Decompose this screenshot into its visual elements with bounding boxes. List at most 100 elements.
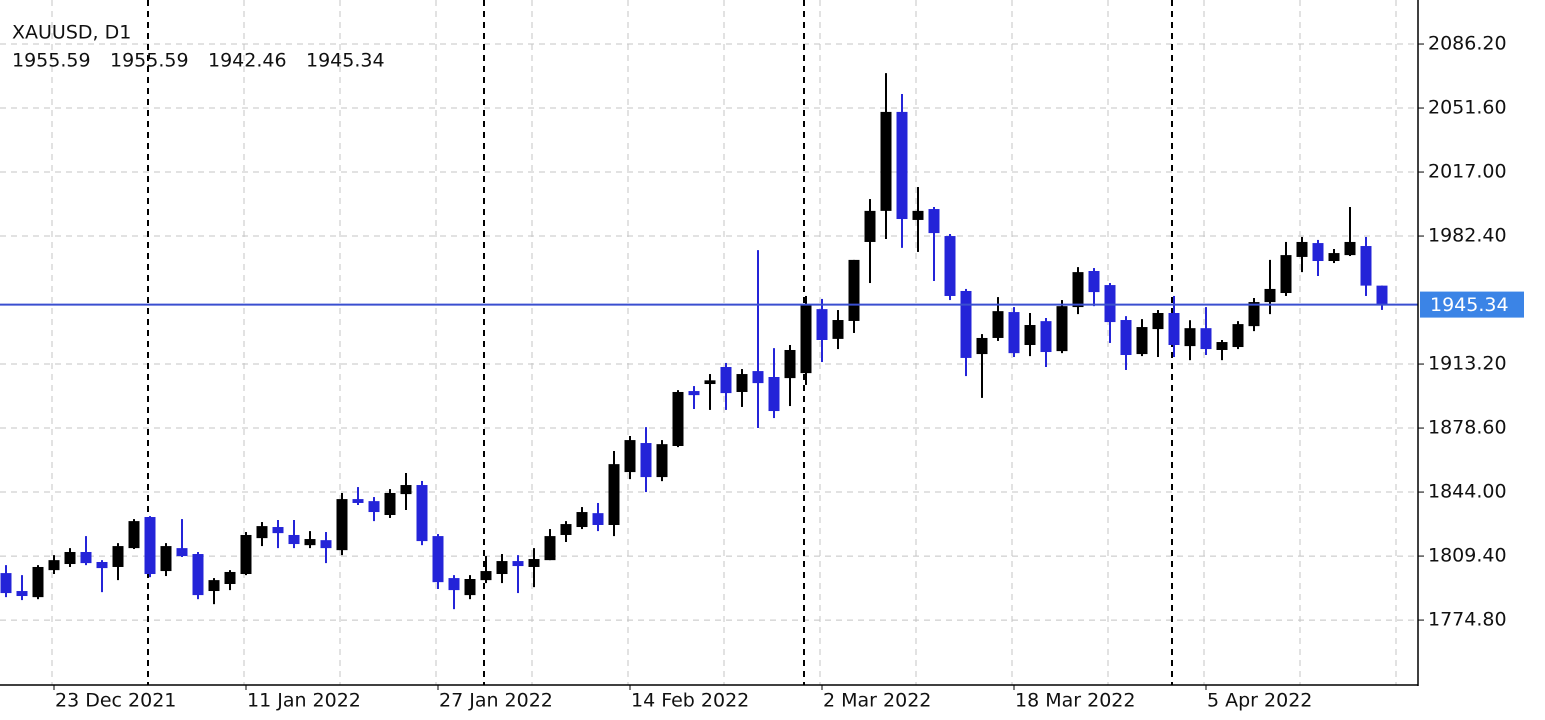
header-close: 1945.34 xyxy=(306,50,385,72)
candle-body xyxy=(896,111,908,220)
candle-body xyxy=(1056,306,1068,352)
candle-body xyxy=(1328,253,1340,262)
candle-body xyxy=(368,501,380,513)
x-tick-label: 27 Jan 2022 xyxy=(439,690,553,712)
price-label: 1945.34 xyxy=(1430,294,1509,316)
candle-body xyxy=(480,571,492,581)
candle-body xyxy=(352,499,364,503)
candle-body xyxy=(688,391,700,396)
header-low: 1942.46 xyxy=(208,50,287,72)
candle-body xyxy=(512,561,524,567)
y-tick-label: 2086.20 xyxy=(1428,33,1507,55)
candle-body xyxy=(576,512,588,528)
candle-body xyxy=(752,371,764,384)
candle-body xyxy=(832,320,844,339)
candle-body xyxy=(80,551,92,564)
candle-body xyxy=(864,210,876,242)
candle-body xyxy=(160,546,172,572)
candle-body xyxy=(624,440,636,473)
header-high: 1955.59 xyxy=(110,50,189,72)
horizontal-grid xyxy=(0,43,1418,621)
candle-body xyxy=(544,536,556,561)
candles xyxy=(0,73,1388,610)
candle-body xyxy=(336,499,348,551)
candle-body xyxy=(640,443,652,478)
candle-body xyxy=(608,464,620,525)
x-tick-label: 14 Feb 2022 xyxy=(631,690,749,712)
x-tick-label: 18 Mar 2022 xyxy=(1015,690,1135,712)
x-tick-label: 5 Apr 2022 xyxy=(1207,690,1312,712)
candle-body xyxy=(1344,241,1356,256)
candle-body xyxy=(416,485,428,542)
price-label-box xyxy=(1420,291,1524,318)
candle-body xyxy=(1200,328,1212,350)
y-tick-label: 1809.40 xyxy=(1428,545,1507,567)
candle-body xyxy=(880,111,892,211)
candle-body xyxy=(992,311,1004,338)
candle-body xyxy=(240,534,252,575)
candle-body xyxy=(768,376,780,412)
chart-title: XAUUSD, D1 xyxy=(12,22,131,44)
overlay: 1945.34 xyxy=(0,291,1524,318)
candle-body xyxy=(1040,321,1052,353)
y-tick-label: 2017.00 xyxy=(1428,161,1507,183)
candle-body xyxy=(1152,312,1164,330)
candle-body xyxy=(208,580,220,592)
y-tick-label: 2051.60 xyxy=(1428,97,1507,119)
candle-body xyxy=(1024,325,1036,345)
candle-body xyxy=(320,540,332,549)
candle-body xyxy=(400,485,412,495)
candle-body xyxy=(112,546,124,567)
candle-body xyxy=(1104,285,1116,323)
candle-body xyxy=(1264,288,1276,303)
candle-body xyxy=(816,309,828,341)
candle-body xyxy=(1120,320,1132,355)
candle-body xyxy=(304,539,316,546)
x-tick-label: 23 Dec 2021 xyxy=(55,690,176,712)
header-open: 1955.59 xyxy=(12,50,91,72)
candle-body xyxy=(656,444,668,478)
y-tick-label: 1844.00 xyxy=(1428,481,1507,503)
candle-body xyxy=(960,290,972,358)
candle-body xyxy=(224,571,236,584)
candle-body xyxy=(16,591,28,597)
y-tick-label: 1913.20 xyxy=(1428,353,1507,375)
candle-body xyxy=(528,559,540,567)
candle-body xyxy=(704,380,716,385)
y-tick-label: 1982.40 xyxy=(1428,225,1507,247)
candle-body xyxy=(256,526,268,539)
candle-body xyxy=(848,259,860,321)
candle-body xyxy=(560,524,572,535)
candle-body xyxy=(1184,328,1196,347)
candle-body xyxy=(912,210,924,220)
candle-body xyxy=(720,367,732,394)
candle-body xyxy=(944,236,956,296)
candle-body xyxy=(0,573,12,594)
candle-body xyxy=(672,391,684,446)
candle-body xyxy=(448,578,460,591)
candle-body xyxy=(128,521,140,549)
candle-body xyxy=(1216,342,1228,350)
candle-body xyxy=(64,551,76,565)
candle-body xyxy=(592,513,604,525)
candle-body xyxy=(1248,302,1260,327)
candle-body xyxy=(464,579,476,596)
candle-body xyxy=(288,534,300,545)
candle-body xyxy=(976,337,988,355)
candle-body xyxy=(1376,285,1388,305)
candle-body xyxy=(928,209,940,234)
candle-body xyxy=(496,561,508,575)
candle-body xyxy=(32,566,44,598)
candle-body xyxy=(1072,272,1084,308)
candle-body xyxy=(144,517,156,575)
x-tick-label: 2 Mar 2022 xyxy=(823,690,931,712)
candle-body xyxy=(784,349,796,379)
candle-body xyxy=(432,536,444,583)
candle-body xyxy=(1312,243,1324,262)
candle-body xyxy=(1168,312,1180,345)
ohlc-header: 1955.59 1955.59 1942.46 1945.34 xyxy=(12,50,385,72)
candle-body xyxy=(800,305,812,374)
candle-body xyxy=(1008,312,1020,354)
